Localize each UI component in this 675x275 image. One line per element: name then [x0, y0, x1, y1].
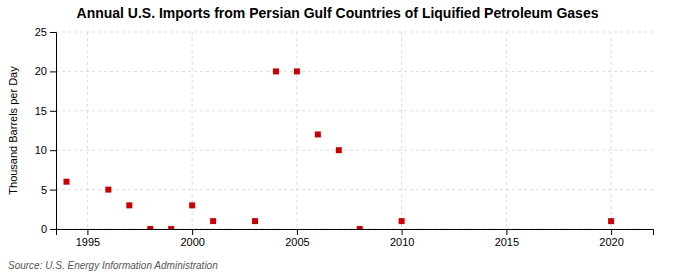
tick: 20 [35, 65, 56, 77]
tick-label: 2015 [495, 236, 519, 248]
plot: 1995 2000 2005 2010 2015 2020 0 5 10 15 20 25 [35, 26, 654, 248]
point [126, 202, 132, 208]
title: Annual U.S. Imports from Persian Gulf Co… [77, 5, 599, 21]
tick-mark [50, 229, 56, 230]
tick: 2015 [495, 229, 519, 248]
grid [56, 32, 653, 229]
tick: 25 [35, 26, 56, 38]
tick: 2005 [285, 229, 309, 248]
tick-label: 15 [35, 105, 47, 117]
tick: 0 [41, 223, 56, 235]
axis-line [57, 230, 654, 236]
point [168, 226, 174, 229]
tick: 1995 [76, 229, 100, 248]
tick: 15 [35, 105, 56, 117]
tick-label: 10 [35, 144, 47, 156]
point [210, 218, 216, 224]
grid-line-x [296, 32, 297, 229]
grid-line-y [56, 32, 653, 33]
tick-mark [50, 111, 56, 112]
grid-line-y [56, 110, 653, 111]
point [63, 179, 69, 185]
tick-mark [50, 150, 56, 151]
tick-mark [50, 190, 56, 191]
tick-label: 1995 [76, 236, 100, 248]
point [189, 202, 195, 208]
tick-mark [611, 229, 612, 235]
tick-label: 0 [41, 223, 47, 235]
point [147, 226, 153, 229]
axis-line [50, 33, 57, 230]
tick-mark [50, 71, 56, 72]
tick-mark [50, 32, 56, 33]
tick-mark [297, 229, 298, 235]
tick: 5 [41, 184, 56, 196]
points [63, 68, 614, 229]
point [399, 218, 405, 224]
point [357, 226, 363, 229]
source: Source: U.S. Energy Information Administ… [8, 260, 218, 271]
grid-line-x [611, 32, 612, 229]
point [105, 187, 111, 193]
tick-mark [402, 229, 403, 235]
grid-line-y [56, 71, 653, 72]
point [336, 147, 342, 153]
tick-mark [506, 229, 507, 235]
tick: 2010 [390, 229, 414, 248]
tick-label: 5 [41, 184, 47, 196]
chart: 1995 2000 2005 2010 2015 2020 0 5 10 15 20 25 Annual… [0, 0, 675, 275]
grid-line-x [87, 32, 88, 229]
tick-mark [87, 229, 88, 235]
tick-label: 25 [35, 26, 47, 38]
tick-mark [192, 229, 193, 235]
grid-line-y [56, 150, 653, 151]
point [252, 218, 258, 224]
y-axis-label: Thousand Barrels per Day [7, 66, 19, 195]
tick: 2000 [180, 229, 204, 248]
tick-label: 2020 [599, 236, 623, 248]
tick-label: 20 [35, 65, 47, 77]
tick-label: 2000 [180, 236, 204, 248]
grid-line-x [401, 32, 402, 229]
grid-line-x [506, 32, 507, 229]
point [608, 218, 614, 224]
point [294, 68, 300, 74]
tick-label: 2005 [285, 236, 309, 248]
point [315, 131, 321, 137]
tick-label: 2010 [390, 236, 414, 248]
grid-line-y [56, 189, 653, 190]
x-axis: 1995 2000 2005 2010 2015 2020 [57, 229, 654, 248]
point [273, 68, 279, 74]
y-axis: 0 5 10 15 20 25 [35, 26, 57, 235]
tick: 2020 [599, 229, 623, 248]
tick: 10 [35, 144, 56, 156]
grid-line-x [192, 32, 193, 229]
